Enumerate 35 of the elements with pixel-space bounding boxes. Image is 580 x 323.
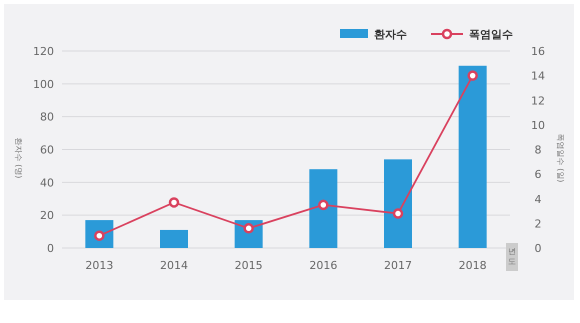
y2-tick-label: 0	[534, 242, 542, 255]
x-tick-label: 2017	[384, 259, 412, 272]
x-tick-label: 2018	[458, 259, 487, 272]
y-tick-label: 60	[40, 144, 54, 156]
y-tick-label: 0	[47, 242, 54, 255]
y-tick-label: 120	[33, 45, 54, 58]
legend-label: 환자수	[374, 28, 407, 41]
point	[318, 200, 329, 210]
y-tick-label: 20	[40, 209, 54, 222]
legend-label: 폭염일수	[469, 28, 513, 41]
bar	[309, 169, 338, 248]
point	[392, 208, 404, 219]
y-tick-label: 100	[33, 78, 54, 91]
y2-tick-label: 14	[531, 70, 545, 83]
y2-tick-label: 4	[534, 192, 542, 206]
y2-tick-label: 6	[534, 168, 542, 182]
x-tick-label: 2013	[85, 259, 114, 272]
y2-tick-label: 16	[531, 45, 545, 58]
y-tick-label: 80	[40, 110, 54, 124]
y2-tick-label: 2	[534, 217, 542, 230]
x-tick-label: 2015	[234, 259, 263, 272]
point	[168, 197, 180, 208]
y2-tick-label: 12	[531, 94, 545, 108]
y2-axis-title: 폭염일수 (일)	[556, 134, 565, 182]
y-axis-title: 환자수 (명)	[14, 138, 23, 178]
y-tick-label: 40	[40, 176, 54, 190]
x-tick-label: 2016	[309, 259, 338, 272]
y2-tick-label: 10	[531, 118, 545, 132]
bar	[458, 66, 487, 248]
point	[467, 70, 478, 81]
x-tick-label: 2014	[160, 259, 188, 272]
y2-tick-label: 8	[534, 144, 542, 156]
x-axis-title: 년도	[508, 247, 516, 266]
bar	[160, 230, 188, 248]
bar	[384, 159, 412, 248]
